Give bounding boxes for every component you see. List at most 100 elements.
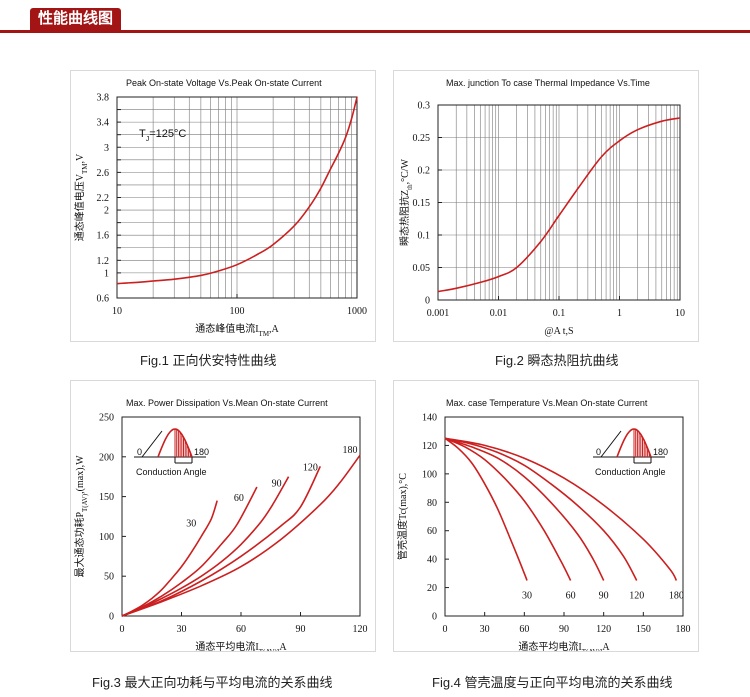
series-line-90 — [121, 476, 290, 617]
x-axis-label: 通态峰值电流ITM,A — [195, 322, 279, 338]
series-line-30 — [444, 437, 528, 581]
inset-caption: Conduction Angle — [595, 467, 666, 477]
inset-caption: Conduction Angle — [136, 467, 207, 477]
y-tick-label: 2.2 — [97, 193, 110, 204]
x-tick-label: 0.1 — [553, 308, 566, 319]
y-tick-label: 0.2 — [418, 166, 431, 177]
inset-rise-line — [600, 430, 622, 458]
series-label-90: 90 — [599, 590, 609, 601]
series-line-120 — [444, 437, 638, 581]
y-tick-label: 0 — [425, 296, 430, 307]
y-tick-label: 200 — [99, 452, 114, 463]
x-tick-label: 180 — [676, 624, 691, 635]
series-line-180 — [121, 454, 361, 617]
y-tick-label: 2.6 — [97, 168, 110, 179]
caption-fig2: Fig.2 瞬态热阻抗曲线 — [495, 353, 619, 368]
chart-fig1: Peak On-state Voltage Vs.Peak On-state C… — [73, 78, 367, 338]
series-label-180: 180 — [343, 445, 358, 456]
series-line-main — [437, 117, 681, 293]
x-tick-label: 30 — [480, 624, 490, 635]
section-title: 性能曲线图 — [30, 8, 122, 30]
x-tick-label: 120 — [353, 624, 368, 635]
series-line-main — [116, 96, 358, 285]
x-tick-label: 120 — [596, 624, 611, 635]
y-tick-label: 40 — [427, 555, 437, 566]
series-label-30: 30 — [186, 519, 196, 530]
chart-title: Peak On-state Voltage Vs.Peak On-state C… — [126, 78, 322, 88]
y-tick-label: 20 — [427, 583, 437, 594]
x-tick-label: 1000 — [347, 306, 367, 317]
inset-right-label: 180 — [194, 447, 209, 457]
inset-right-label: 180 — [653, 447, 668, 457]
series-label-90: 90 — [272, 479, 282, 490]
y-tick-label: 1.2 — [97, 256, 110, 267]
y-tick-label: 0 — [109, 612, 114, 623]
x-axis-label: 通态平均电流IT(AV),A — [518, 640, 610, 651]
y-tick-label: 250 — [99, 413, 114, 424]
inset-left-label: 0 — [596, 447, 601, 457]
y-tick-label: 0.05 — [413, 263, 431, 274]
caption-fig4: Fig.4 管壳温度与正向平均电流的关系曲线 — [432, 675, 673, 690]
y-tick-label: 80 — [427, 498, 437, 509]
caption-fig1: Fig.1 正向伏安特性曲线 — [140, 353, 277, 368]
x-axis-label: @A t,S — [544, 326, 573, 337]
series-label-60: 60 — [566, 590, 576, 601]
temperature-annotation: TJ=125°C — [139, 128, 186, 143]
y-tick-label: 0.25 — [413, 133, 431, 144]
y-axis-label: 瞬态热阻抗Zth,°C/W — [398, 158, 414, 246]
header-rule — [0, 30, 750, 33]
y-tick-label: 3.8 — [97, 93, 110, 104]
series-label-30: 30 — [522, 590, 532, 601]
x-tick-label: 10 — [675, 308, 685, 319]
y-tick-label: 3.4 — [97, 118, 110, 129]
x-tick-label: 0 — [443, 624, 448, 635]
series-label-60: 60 — [234, 493, 244, 504]
y-tick-label: 120 — [422, 441, 437, 452]
chart-panel-fig1: Peak On-state Voltage Vs.Peak On-state C… — [70, 70, 376, 342]
chart-title: Max. junction To case Thermal Impedance … — [446, 78, 650, 88]
x-tick-label: 0.01 — [490, 308, 508, 319]
caption-fig3: Fig.3 最大正向功耗与平均电流的关系曲线 — [92, 675, 333, 690]
x-tick-label: 90 — [559, 624, 569, 635]
conduction-angle-inset: 0 180 Conduction Angle — [134, 428, 209, 477]
y-tick-label: 0.1 — [418, 231, 431, 242]
x-tick-label: 90 — [296, 624, 306, 635]
chart-title: Max. case Temperature Vs.Mean On-state C… — [446, 398, 648, 408]
section-header: 性能曲线图 — [0, 0, 750, 36]
series-line-180 — [444, 437, 678, 581]
inset-rise-line — [141, 430, 163, 458]
y-tick-label: 60 — [427, 526, 437, 537]
y-tick-label: 150 — [99, 492, 114, 503]
y-tick-label: 0.15 — [413, 198, 431, 209]
inset-left-label: 0 — [137, 447, 142, 457]
y-tick-label: 50 — [104, 572, 114, 583]
x-tick-label: 10 — [112, 306, 122, 317]
x-tick-label: 100 — [230, 306, 245, 317]
y-tick-label: 0 — [432, 612, 437, 623]
x-tick-label: 60 — [236, 624, 246, 635]
chart-fig3: Max. Power Dissipation Vs.Mean On-state … — [73, 398, 368, 656]
series-line-30 — [121, 500, 218, 617]
y-tick-label: 100 — [422, 469, 437, 480]
y-axis-label: 通态峰值电压VTM,V — [73, 153, 89, 241]
chart-title: Max. Power Dissipation Vs.Mean On-state … — [126, 398, 328, 408]
y-tick-label: 100 — [99, 532, 114, 543]
series-line-120 — [121, 466, 322, 617]
y-tick-label: 3 — [104, 143, 109, 154]
x-tick-label: 150 — [636, 624, 651, 635]
series-line-90 — [444, 437, 605, 581]
y-tick-label: 1.6 — [97, 231, 110, 242]
series-label-120: 120 — [629, 590, 644, 601]
x-tick-label: 30 — [177, 624, 187, 635]
series-label-120: 120 — [303, 462, 318, 473]
y-tick-label: 2 — [104, 206, 109, 217]
y-axis-label: 管壳温度Tc(max),°C — [396, 473, 409, 560]
x-tick-label: 60 — [519, 624, 529, 635]
conduction-angle-inset: 0 180 Conduction Angle — [593, 428, 668, 477]
chart-fig4: Max. case Temperature Vs.Mean On-state C… — [396, 398, 691, 656]
y-tick-label: 0.6 — [97, 294, 110, 305]
y-axis-label: 最大通态功耗PT(AV),(max),W — [73, 455, 89, 578]
series-line-60 — [444, 437, 572, 581]
chart-panel-fig2: Max. junction To case Thermal Impedance … — [393, 70, 699, 342]
x-tick-label: 0.001 — [427, 308, 450, 319]
